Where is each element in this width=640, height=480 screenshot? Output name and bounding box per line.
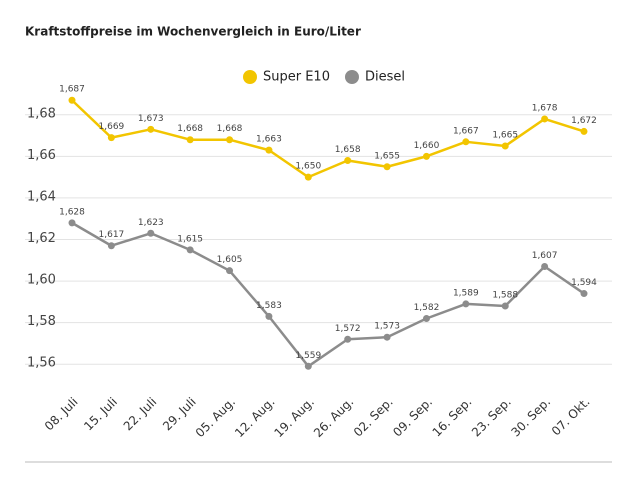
x-tick-label: 02. Sep. <box>351 395 396 440</box>
legend-label: Super E10 <box>263 70 330 85</box>
chart-title: Kraftstoffpreise im Wochenvergleich in E… <box>25 25 361 39</box>
y-tick-label: 1,56 <box>27 356 56 371</box>
data-label: 1,588 <box>492 291 518 301</box>
data-label: 1,665 <box>492 130 518 140</box>
legend-marker <box>243 70 257 84</box>
data-point <box>265 146 273 154</box>
data-label: 1,678 <box>532 103 558 113</box>
data-label: 1,655 <box>374 151 400 161</box>
series-line <box>71 99 585 179</box>
x-tick-label: 07. Okt. <box>549 395 593 439</box>
data-label: 1,658 <box>335 145 361 155</box>
data-label: 1,594 <box>571 278 597 288</box>
data-label: 1,589 <box>453 288 479 298</box>
data-point <box>541 263 549 271</box>
data-label: 1,607 <box>532 251 558 261</box>
data-point <box>383 163 391 171</box>
data-label: 1,573 <box>374 322 400 332</box>
data-point <box>501 142 509 150</box>
y-tick-label: 1,62 <box>27 231 56 246</box>
data-point <box>344 157 352 165</box>
data-point <box>580 290 588 298</box>
data-label: 1,615 <box>177 234 203 244</box>
data-point <box>147 125 155 133</box>
data-point <box>265 312 273 320</box>
data-label: 1,668 <box>217 124 243 134</box>
data-point <box>422 152 430 160</box>
x-tick-label: 05. Aug. <box>193 395 238 440</box>
data-point <box>344 335 352 343</box>
x-tick-label: 26. Aug. <box>311 395 356 440</box>
data-point <box>226 136 234 144</box>
x-tick-label: 12. Aug. <box>232 395 277 440</box>
y-tick-label: 1,66 <box>27 148 56 163</box>
data-point <box>304 173 312 181</box>
data-label: 1,582 <box>414 303 440 313</box>
y-tick-label: 1,60 <box>27 273 56 288</box>
data-label: 1,660 <box>414 141 440 151</box>
data-label: 1,668 <box>177 124 203 134</box>
data-point <box>186 246 194 254</box>
data-label: 1,559 <box>295 351 321 361</box>
y-tick-label: 1,64 <box>27 189 56 204</box>
data-point <box>147 229 155 237</box>
data-label: 1,623 <box>138 218 164 228</box>
data-point <box>226 267 234 275</box>
data-label: 1,687 <box>59 85 85 95</box>
y-tick-label: 1,68 <box>27 106 56 121</box>
x-tick-label: 15. Juli <box>81 395 120 434</box>
data-point <box>422 314 430 322</box>
data-label: 1,617 <box>99 230 125 240</box>
data-point <box>501 302 509 310</box>
x-tick-label: 22. Juli <box>121 395 160 434</box>
data-point <box>462 300 470 308</box>
data-point <box>304 362 312 370</box>
data-point <box>462 138 470 146</box>
data-label: 1,667 <box>453 126 479 136</box>
x-tick-label: 09. Sep. <box>390 395 435 440</box>
data-label: 1,663 <box>256 135 282 145</box>
x-tick-label: 29. Juli <box>160 395 199 434</box>
data-label: 1,672 <box>571 116 597 126</box>
data-label: 1,669 <box>99 122 125 132</box>
legend-label: Diesel <box>365 70 405 85</box>
x-tick-label: 08. Juli <box>42 395 81 434</box>
data-point <box>541 115 549 123</box>
data-label: 1,673 <box>138 114 164 124</box>
data-label: 1,650 <box>295 162 321 172</box>
x-tick-label: 30. Sep. <box>508 395 553 440</box>
data-label: 1,628 <box>59 207 85 217</box>
data-point <box>107 134 115 142</box>
data-label: 1,583 <box>256 301 282 311</box>
data-point <box>107 242 115 250</box>
series-line <box>71 221 585 368</box>
data-label: 1,572 <box>335 324 361 334</box>
data-point <box>68 96 76 104</box>
legend-marker <box>344 70 359 84</box>
y-tick-label: 1,58 <box>27 314 56 329</box>
x-tick-label: 16. Sep. <box>430 395 475 440</box>
data-label: 1,605 <box>217 255 243 265</box>
data-point <box>186 136 194 144</box>
data-point <box>383 333 391 341</box>
data-point <box>68 219 76 227</box>
x-tick-label: 23. Sep. <box>469 395 514 440</box>
x-tick-label: 19. Aug. <box>272 395 317 440</box>
data-point <box>580 127 588 135</box>
